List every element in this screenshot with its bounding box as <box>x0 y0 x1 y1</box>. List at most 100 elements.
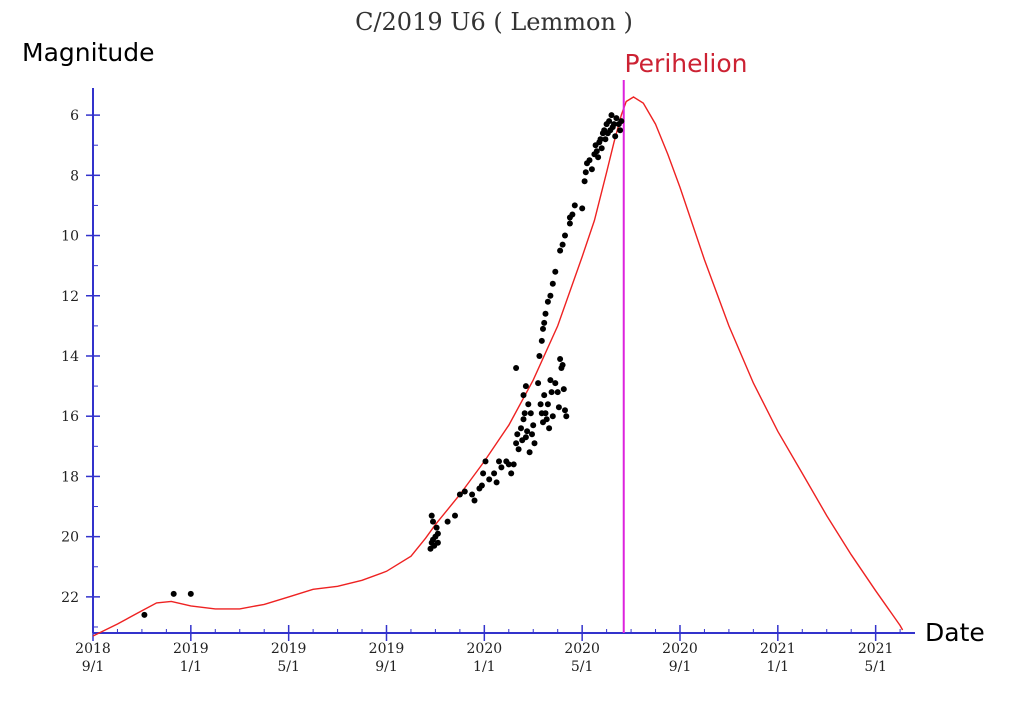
x-tick-date-label: 5/1 <box>277 659 300 675</box>
observation-point <box>562 407 568 414</box>
observation-point <box>498 464 505 471</box>
x-tick-year-label: 2021 <box>858 641 894 657</box>
observation-point <box>541 392 548 399</box>
observation-point <box>613 115 620 122</box>
observation-point <box>526 449 533 456</box>
observation-point <box>581 178 588 185</box>
observation-point <box>557 356 564 362</box>
observation-point <box>593 148 600 155</box>
x-ticks: 2018 9/1 2019 1/1 2019 5/1 2019 9/1 2020 1/1 2020 5… <box>75 625 901 675</box>
observation-point <box>546 425 553 432</box>
x-tick-date-label: 1/1 <box>180 659 203 675</box>
observation-point <box>602 136 609 143</box>
x-tick-year-label: 2020 <box>662 641 698 657</box>
observation-point <box>520 416 527 423</box>
observation-point <box>586 157 593 164</box>
observation-point <box>608 112 615 119</box>
observation-point <box>482 458 489 465</box>
observation-point <box>579 205 586 212</box>
observation-point <box>518 425 524 432</box>
observation-points-layer <box>141 112 625 618</box>
observation-point <box>525 401 532 408</box>
observation-point <box>469 491 476 498</box>
observation-point <box>595 154 602 161</box>
observation-point <box>524 428 531 435</box>
observation-point <box>510 461 517 468</box>
observation-point <box>544 298 551 305</box>
observation-point <box>430 518 436 525</box>
perihelion-label: Perihelion <box>624 49 747 78</box>
y-tick-label: 6 <box>70 108 79 124</box>
observation-point <box>611 121 617 128</box>
y-tick-label: 8 <box>70 168 79 184</box>
x-tick-date-label: 9/1 <box>669 659 692 675</box>
observation-point <box>597 136 604 143</box>
observation-point <box>187 590 194 597</box>
chart-title: C/2019 U6 ( Lemmon ) <box>355 8 633 36</box>
observation-point <box>582 169 589 176</box>
observation-point <box>547 377 554 384</box>
observation-point <box>544 401 551 408</box>
observation-point <box>434 530 441 537</box>
observation-point <box>540 325 546 332</box>
observation-point <box>522 434 529 441</box>
observation-point <box>543 416 550 423</box>
observation-point <box>535 380 542 387</box>
observation-point <box>444 518 451 525</box>
y-tick-label: 14 <box>61 349 79 365</box>
observation-point <box>434 539 441 546</box>
observation-point <box>508 470 515 477</box>
observation-point <box>598 145 605 152</box>
observation-point <box>514 431 521 438</box>
x-tick-year-label: 2020 <box>564 641 600 657</box>
y-tick-label: 20 <box>61 530 79 546</box>
observation-point <box>491 470 498 477</box>
observation-point <box>452 512 458 519</box>
observation-point <box>456 491 463 498</box>
observation-point <box>527 410 534 417</box>
observation-point <box>548 389 555 396</box>
observation-point <box>521 410 528 417</box>
observation-point <box>549 280 556 287</box>
observation-point <box>496 458 502 465</box>
observation-point <box>529 431 535 438</box>
y-ticks: 6 8 10 12 14 16 18 20 22 <box>61 108 100 628</box>
observation-point <box>549 413 556 420</box>
observation-point <box>618 118 625 125</box>
x-tick-date-label: 1/1 <box>473 659 496 675</box>
observation-point <box>606 118 613 125</box>
y-tick-label: 18 <box>61 469 79 485</box>
observation-point <box>536 353 543 359</box>
observation-point <box>513 365 520 371</box>
observation-point <box>617 127 624 134</box>
observation-point <box>541 319 548 326</box>
observation-point <box>612 133 619 140</box>
observation-point <box>559 241 566 248</box>
observation-point <box>563 413 570 420</box>
observation-point <box>547 292 554 299</box>
observation-point <box>505 461 512 468</box>
x-tick-date-label: 9/1 <box>82 659 105 675</box>
x-tick-year-label: 2018 <box>75 641 111 657</box>
x-tick-year-label: 2020 <box>467 641 503 657</box>
x-tick-date-label: 5/1 <box>571 659 594 675</box>
observation-point <box>542 410 549 417</box>
x-tick-date-label: 5/1 <box>864 659 887 675</box>
observation-point <box>531 440 538 447</box>
observation-point <box>170 590 177 597</box>
observation-point <box>562 232 568 239</box>
observation-point <box>480 470 487 477</box>
y-tick-label: 22 <box>61 590 79 606</box>
observation-point <box>520 392 527 399</box>
observation-point <box>486 476 493 483</box>
observation-point <box>552 380 559 387</box>
x-tick-date-label: 9/1 <box>375 659 398 675</box>
x-tick-date-label: 1/1 <box>767 659 790 675</box>
observation-point <box>566 214 573 221</box>
observation-point <box>493 479 500 486</box>
y-axis-label: Magnitude <box>22 38 154 67</box>
observation-point <box>557 247 564 254</box>
observation-point <box>433 524 440 531</box>
observation-point <box>141 611 148 618</box>
